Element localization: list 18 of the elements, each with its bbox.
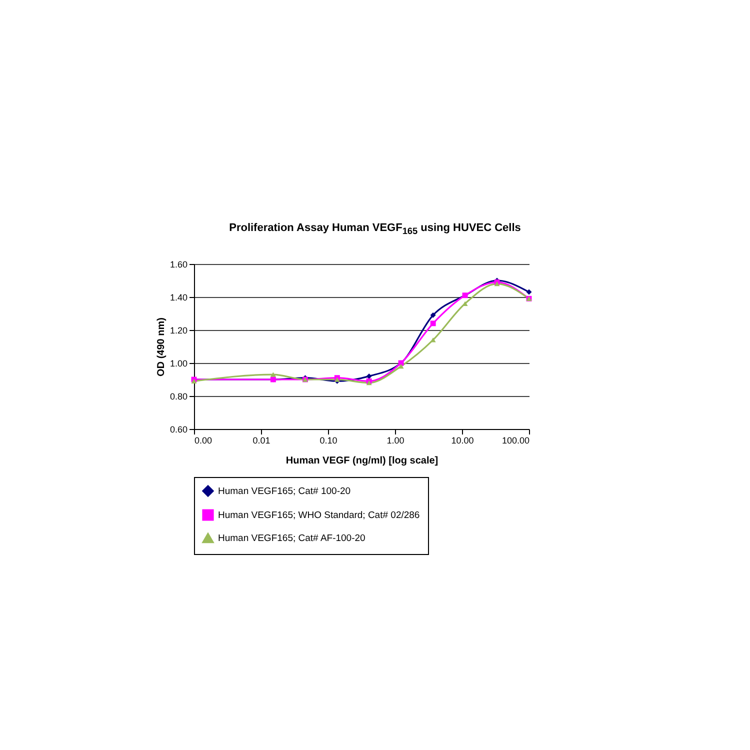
x-tick-label: 0.10: [320, 436, 338, 446]
x-tick-label: 0.00: [194, 436, 212, 446]
x-axis-title: Human VEGF (ng/ml) [log scale]: [286, 456, 438, 466]
y-tick-label: 0.60: [170, 424, 188, 434]
y-tick-label: 1.20: [170, 326, 188, 336]
legend-label: Human VEGF165; WHO Standard; Cat# 02/286: [218, 510, 420, 521]
y-tick-label: 1.60: [170, 260, 188, 270]
y-axis-title: OD (490 nm): [156, 318, 167, 376]
x-tick-label: 0.01: [252, 436, 270, 446]
y-tick-label: 0.80: [170, 392, 188, 402]
chart-title: Proliferation Assay Human VEGF$_{165}$ using HUVEC Cells: [228, 222, 522, 236]
legend-label: Human VEGF165; Cat# AF-100-20: [218, 533, 366, 544]
legend-label: Human VEGF165; Cat# 100-20: [218, 486, 351, 497]
x-tick-label: 100.00: [502, 436, 530, 446]
y-tick-label: 1.00: [170, 358, 188, 368]
x-tick-label: 1.00: [386, 436, 404, 446]
y-tick-label: 1.40: [170, 292, 188, 302]
x-tick-label: 10.00: [451, 436, 474, 446]
